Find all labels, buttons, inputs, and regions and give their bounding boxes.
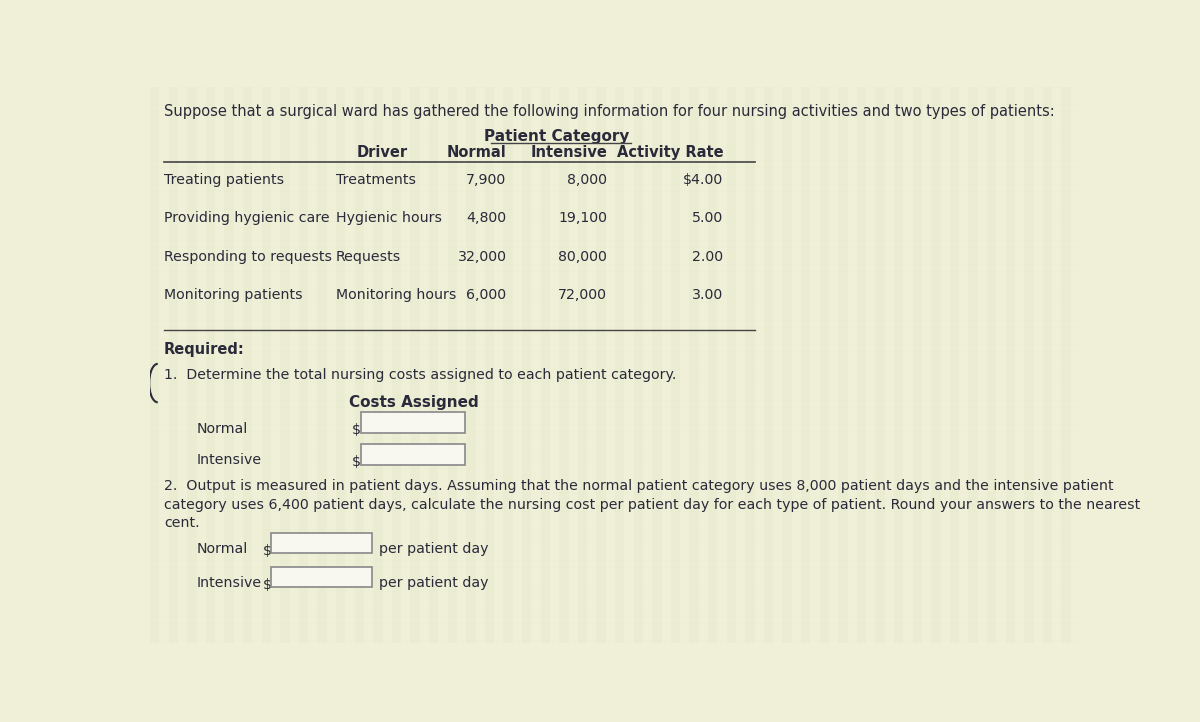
- Text: 2.  Output is measured in patient days. Assuming that the normal patient categor: 2. Output is measured in patient days. A…: [164, 479, 1114, 493]
- Bar: [522, 87, 532, 643]
- Text: per patient day: per patient day: [379, 576, 488, 591]
- Bar: [1062, 87, 1070, 643]
- Bar: [634, 87, 643, 643]
- Bar: [876, 87, 884, 643]
- Text: Required:: Required:: [164, 342, 245, 357]
- Text: 72,000: 72,000: [558, 288, 607, 303]
- Bar: [950, 87, 959, 643]
- Bar: [150, 87, 160, 643]
- Text: Normal: Normal: [197, 542, 247, 557]
- Bar: [616, 87, 624, 643]
- Text: 8,000: 8,000: [568, 173, 607, 187]
- Bar: [857, 87, 866, 643]
- Bar: [931, 87, 941, 643]
- Bar: [373, 87, 383, 643]
- Text: 32,000: 32,000: [457, 250, 506, 264]
- Text: Monitoring hours: Monitoring hours: [336, 288, 456, 303]
- Bar: [782, 87, 792, 643]
- Bar: [168, 87, 178, 643]
- Text: Normal: Normal: [446, 145, 506, 160]
- Text: $: $: [352, 455, 360, 469]
- Bar: [281, 87, 289, 643]
- Bar: [839, 87, 847, 643]
- Bar: [968, 87, 978, 643]
- Bar: [355, 87, 364, 643]
- Text: Treatments: Treatments: [336, 173, 416, 187]
- FancyBboxPatch shape: [361, 444, 466, 465]
- Text: 5.00: 5.00: [692, 212, 724, 225]
- Bar: [578, 87, 587, 643]
- Bar: [448, 87, 457, 643]
- Text: $: $: [352, 423, 360, 437]
- Bar: [802, 87, 810, 643]
- Text: 80,000: 80,000: [558, 250, 607, 264]
- Text: Providing hygienic care: Providing hygienic care: [164, 212, 330, 225]
- Bar: [894, 87, 904, 643]
- Text: Suppose that a surgical ward has gathered the following information for four nur: Suppose that a surgical ward has gathere…: [164, 103, 1055, 118]
- Bar: [485, 87, 494, 643]
- Bar: [913, 87, 922, 643]
- Bar: [653, 87, 661, 643]
- Text: category uses 6,400 patient days, calculate the nursing cost per patient day for: category uses 6,400 patient days, calcul…: [164, 498, 1140, 512]
- Bar: [187, 87, 197, 643]
- Bar: [671, 87, 680, 643]
- Text: 2.00: 2.00: [692, 250, 724, 264]
- Bar: [559, 87, 569, 643]
- Bar: [541, 87, 550, 643]
- Bar: [262, 87, 271, 643]
- Text: Driver: Driver: [356, 145, 408, 160]
- Text: $: $: [263, 578, 271, 592]
- Text: Activity Rate: Activity Rate: [617, 145, 724, 160]
- Bar: [820, 87, 829, 643]
- Text: Monitoring patients: Monitoring patients: [164, 288, 302, 303]
- Bar: [689, 87, 698, 643]
- Bar: [708, 87, 718, 643]
- Text: $4.00: $4.00: [683, 173, 724, 187]
- Bar: [206, 87, 215, 643]
- Text: 4,800: 4,800: [467, 212, 506, 225]
- Bar: [1043, 87, 1052, 643]
- FancyBboxPatch shape: [271, 567, 372, 587]
- Bar: [317, 87, 326, 643]
- Bar: [391, 87, 401, 643]
- Text: 1.  Determine the total nursing costs assigned to each patient category.: 1. Determine the total nursing costs ass…: [164, 367, 677, 382]
- Text: 6,000: 6,000: [467, 288, 506, 303]
- Bar: [242, 87, 252, 643]
- Bar: [504, 87, 512, 643]
- Text: Costs Assigned: Costs Assigned: [349, 395, 479, 409]
- Bar: [1025, 87, 1033, 643]
- Text: Intensive: Intensive: [197, 576, 262, 591]
- Text: Responding to requests: Responding to requests: [164, 250, 332, 264]
- Text: Requests: Requests: [336, 250, 401, 264]
- FancyBboxPatch shape: [271, 534, 372, 553]
- Text: 3.00: 3.00: [692, 288, 724, 303]
- Bar: [466, 87, 475, 643]
- Text: Treating patients: Treating patients: [164, 173, 284, 187]
- Text: Intensive: Intensive: [530, 145, 607, 160]
- Bar: [430, 87, 438, 643]
- Text: Normal: Normal: [197, 422, 247, 435]
- Bar: [224, 87, 234, 643]
- Text: $: $: [263, 544, 271, 558]
- Bar: [336, 87, 346, 643]
- Bar: [1006, 87, 1015, 643]
- Text: cent.: cent.: [164, 516, 199, 530]
- Bar: [986, 87, 996, 643]
- Bar: [764, 87, 773, 643]
- Text: Hygienic hours: Hygienic hours: [336, 212, 442, 225]
- Bar: [596, 87, 606, 643]
- Text: per patient day: per patient day: [379, 542, 488, 557]
- Bar: [727, 87, 736, 643]
- Text: 19,100: 19,100: [558, 212, 607, 225]
- Bar: [299, 87, 308, 643]
- Text: 7,900: 7,900: [467, 173, 506, 187]
- FancyBboxPatch shape: [361, 412, 466, 433]
- Bar: [745, 87, 755, 643]
- Text: Intensive: Intensive: [197, 453, 262, 467]
- Bar: [410, 87, 420, 643]
- Text: Patient Category: Patient Category: [484, 129, 630, 144]
